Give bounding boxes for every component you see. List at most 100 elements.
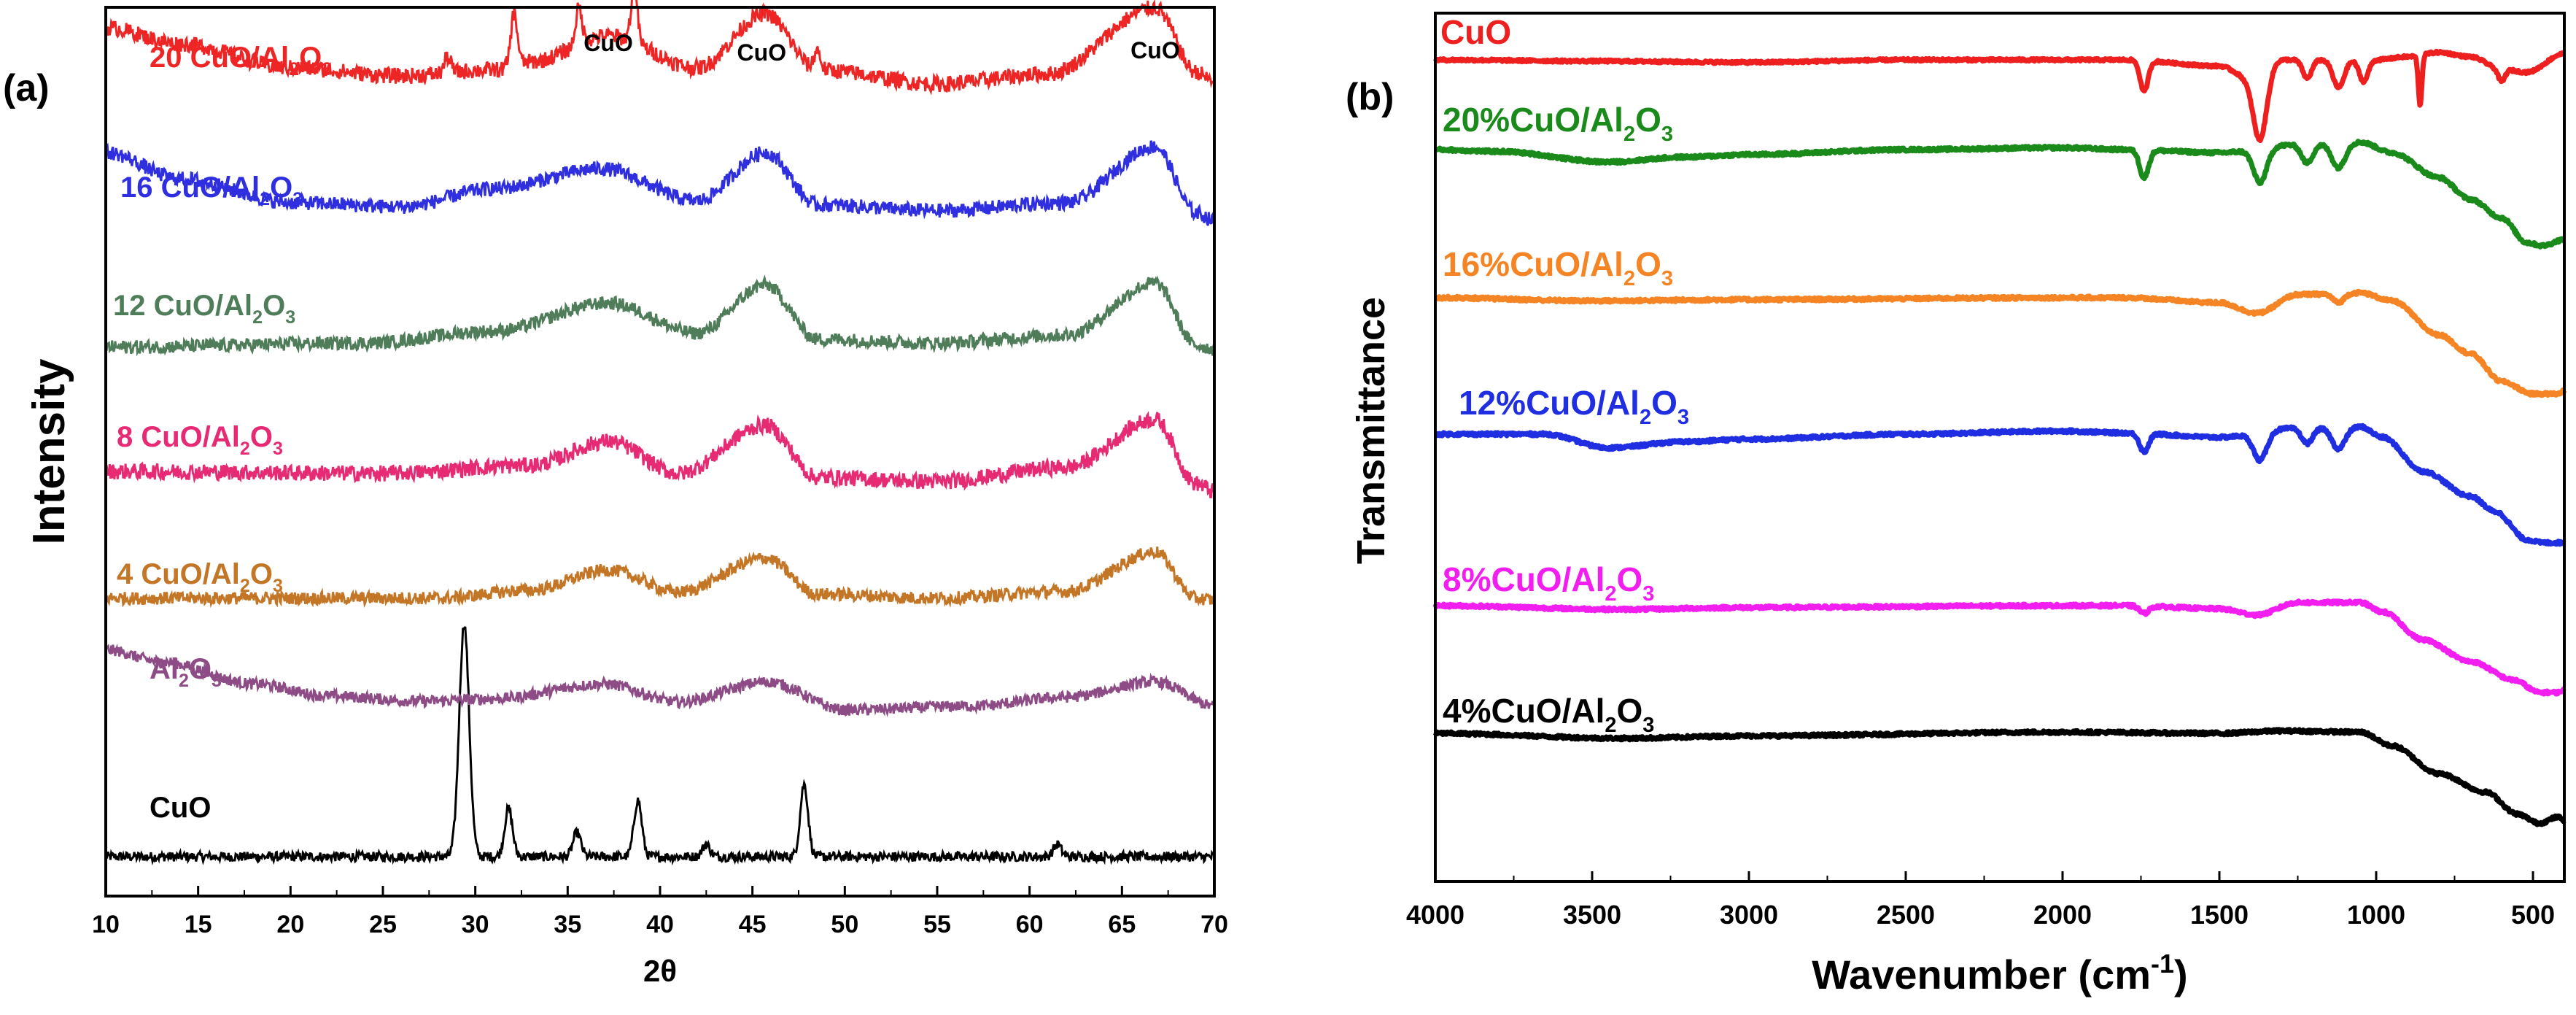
a-xtick-label: 20 — [276, 911, 304, 938]
xrd-label-4: 12 CuO/Al2O3 — [113, 290, 295, 328]
xrd-label-3: 8 CuO/Al2O3 — [117, 421, 283, 459]
xrd-series-6 — [104, 0, 1216, 96]
label-main: CuO — [150, 792, 211, 824]
label-main: Al — [150, 653, 179, 685]
ftir-series-4 — [1433, 139, 2567, 250]
label-main: 12 CuO/Al — [113, 290, 252, 322]
label-sub: 2 — [1623, 123, 1635, 146]
panel-b-series-labels: 4%CuO/Al2O38%CuO/Al2O312%CuO/Al2O316%CuO… — [1440, 13, 1689, 737]
xrd-label-5: 16 CuO/Al2O3 — [120, 171, 303, 209]
xrd-peak-annotation: CuO — [737, 39, 787, 66]
panel-a-peak-annotations: CuO CuO CuO — [583, 30, 1179, 66]
label-sub2: 3 — [1661, 123, 1673, 146]
xrd-peak-annotation: CuO — [1130, 37, 1180, 63]
b-xtick-label: 1500 — [2190, 900, 2249, 930]
label-sub: 2 — [1605, 582, 1616, 606]
a-xtick-label: 70 — [1200, 911, 1228, 938]
label-main: 20%CuO/Al — [1443, 101, 1623, 139]
b-xtick-label: 2000 — [2033, 900, 2092, 930]
panel-a-ylabel: Intensity — [24, 358, 74, 544]
ftir-series-1 — [1432, 598, 2567, 697]
panel-b-ylabel: Transmittance — [1349, 297, 1393, 564]
b-xtick-label: 4000 — [1406, 900, 1464, 930]
label-sub2: 3 — [1642, 582, 1654, 606]
label-sub: 2 — [240, 576, 250, 596]
xrd-series-2 — [105, 546, 1216, 609]
panel-a-xlabel: 2θ — [643, 954, 677, 988]
a-xtick-label: 55 — [923, 911, 951, 938]
ftir-label-2: 12%CuO/Al2O3 — [1459, 384, 1689, 429]
label-sub: 2 — [240, 439, 250, 459]
a-xtick-label: 50 — [831, 911, 858, 938]
label-main: 12%CuO/Al — [1459, 384, 1640, 422]
a-xtick-label: 45 — [739, 911, 767, 938]
label-tail: O — [250, 558, 273, 590]
label-main: 16%CuO/Al — [1443, 245, 1623, 283]
label-sub: 2 — [179, 671, 189, 691]
panel-b-frame — [1434, 12, 2566, 883]
xrd-label-2: 4 CuO/Al2O3 — [117, 558, 283, 596]
panel-b-label: (b) — [1346, 76, 1394, 118]
b-xtick-label: 1000 — [2347, 900, 2405, 930]
a-xtick-label: 25 — [369, 911, 397, 938]
label-main: 20 CuO/Al — [150, 42, 289, 74]
ftir-label-1: 8%CuO/Al2O3 — [1443, 560, 1654, 606]
label-sub2: 3 — [322, 59, 332, 80]
panel-b-xlabel: Wavenumber (cm-1) — [1812, 949, 2187, 997]
label-sub2: 3 — [212, 671, 222, 691]
b-xtick-label: 3000 — [1720, 900, 1778, 930]
xrd-series-1 — [104, 644, 1216, 717]
label-main: 4%CuO/Al — [1443, 692, 1605, 730]
label-sub: 2 — [260, 189, 270, 209]
label-sub2: 3 — [1661, 267, 1673, 290]
ftir-series-5 — [1432, 48, 2567, 144]
label-main: CuO — [1440, 13, 1511, 51]
label-sub: 2 — [252, 307, 263, 328]
label-sub2: 3 — [273, 439, 283, 459]
ftir-series-2 — [1433, 422, 2567, 547]
a-xtick-label: 35 — [554, 911, 581, 938]
label-sub2: 3 — [273, 576, 283, 596]
label-sub2: 3 — [285, 307, 295, 328]
label-main: 8%CuO/Al — [1443, 560, 1605, 598]
a-xtick-label: 30 — [462, 911, 489, 938]
panel-b-plot-area — [1432, 48, 2567, 827]
label-sub2: 3 — [1642, 714, 1654, 737]
a-xtick-label: 15 — [185, 911, 212, 938]
panel-a-xrd-chart: (a) 10 15 20 25 30 35 40 45 50 55 60 65 70 Intensity… — [3, 0, 1228, 988]
xrd-series-0 — [104, 626, 1215, 866]
panel-a-x-axis: 10 15 20 25 30 35 40 45 50 55 60 65 70 — [92, 886, 1228, 938]
panel-b-xlabel-tail: ) — [2174, 952, 2188, 997]
label-sub2: 3 — [292, 189, 303, 209]
label-tail: O — [299, 42, 322, 74]
xrd-peak-annotation: CuO — [583, 30, 633, 56]
ftir-series-0 — [1432, 727, 2567, 827]
label-tail: O — [270, 171, 292, 204]
ftir-series-3 — [1433, 288, 2567, 398]
a-xtick-label: 65 — [1108, 911, 1136, 938]
panel-b-ftir-chart: (b) 4000 3500 3000 2500 2000 1500 1000 500 Tran… — [1346, 12, 2567, 997]
xrd-series-4 — [104, 274, 1216, 357]
xrd-series-3 — [104, 411, 1216, 498]
xrd-label-6: 20 CuO/Al2O3 — [150, 42, 332, 80]
panel-b-xlabel-main: Wavenumber (cm — [1812, 952, 2151, 997]
ftir-label-5: CuO — [1440, 13, 1511, 51]
label-tail: O — [1651, 384, 1677, 422]
label-tail: O — [189, 653, 212, 685]
label-tail: O — [1617, 692, 1643, 730]
label-tail: O — [1635, 101, 1661, 139]
b-xtick-label: 500 — [2511, 900, 2555, 930]
b-xtick-label: 3500 — [1563, 900, 1621, 930]
label-tail: O — [1617, 560, 1643, 598]
label-main: 16 CuO/Al — [120, 171, 260, 204]
label-sub2: 3 — [1677, 406, 1689, 429]
label-main: 4 CuO/Al — [117, 558, 240, 590]
ftir-label-0: 4%CuO/Al2O3 — [1443, 692, 1654, 737]
label-tail: O — [1635, 245, 1661, 283]
a-xtick-label: 60 — [1016, 911, 1044, 938]
panel-a-label: (a) — [3, 67, 50, 109]
b-xtick-label: 2500 — [1877, 900, 1935, 930]
label-sub: 2 — [1605, 714, 1616, 737]
